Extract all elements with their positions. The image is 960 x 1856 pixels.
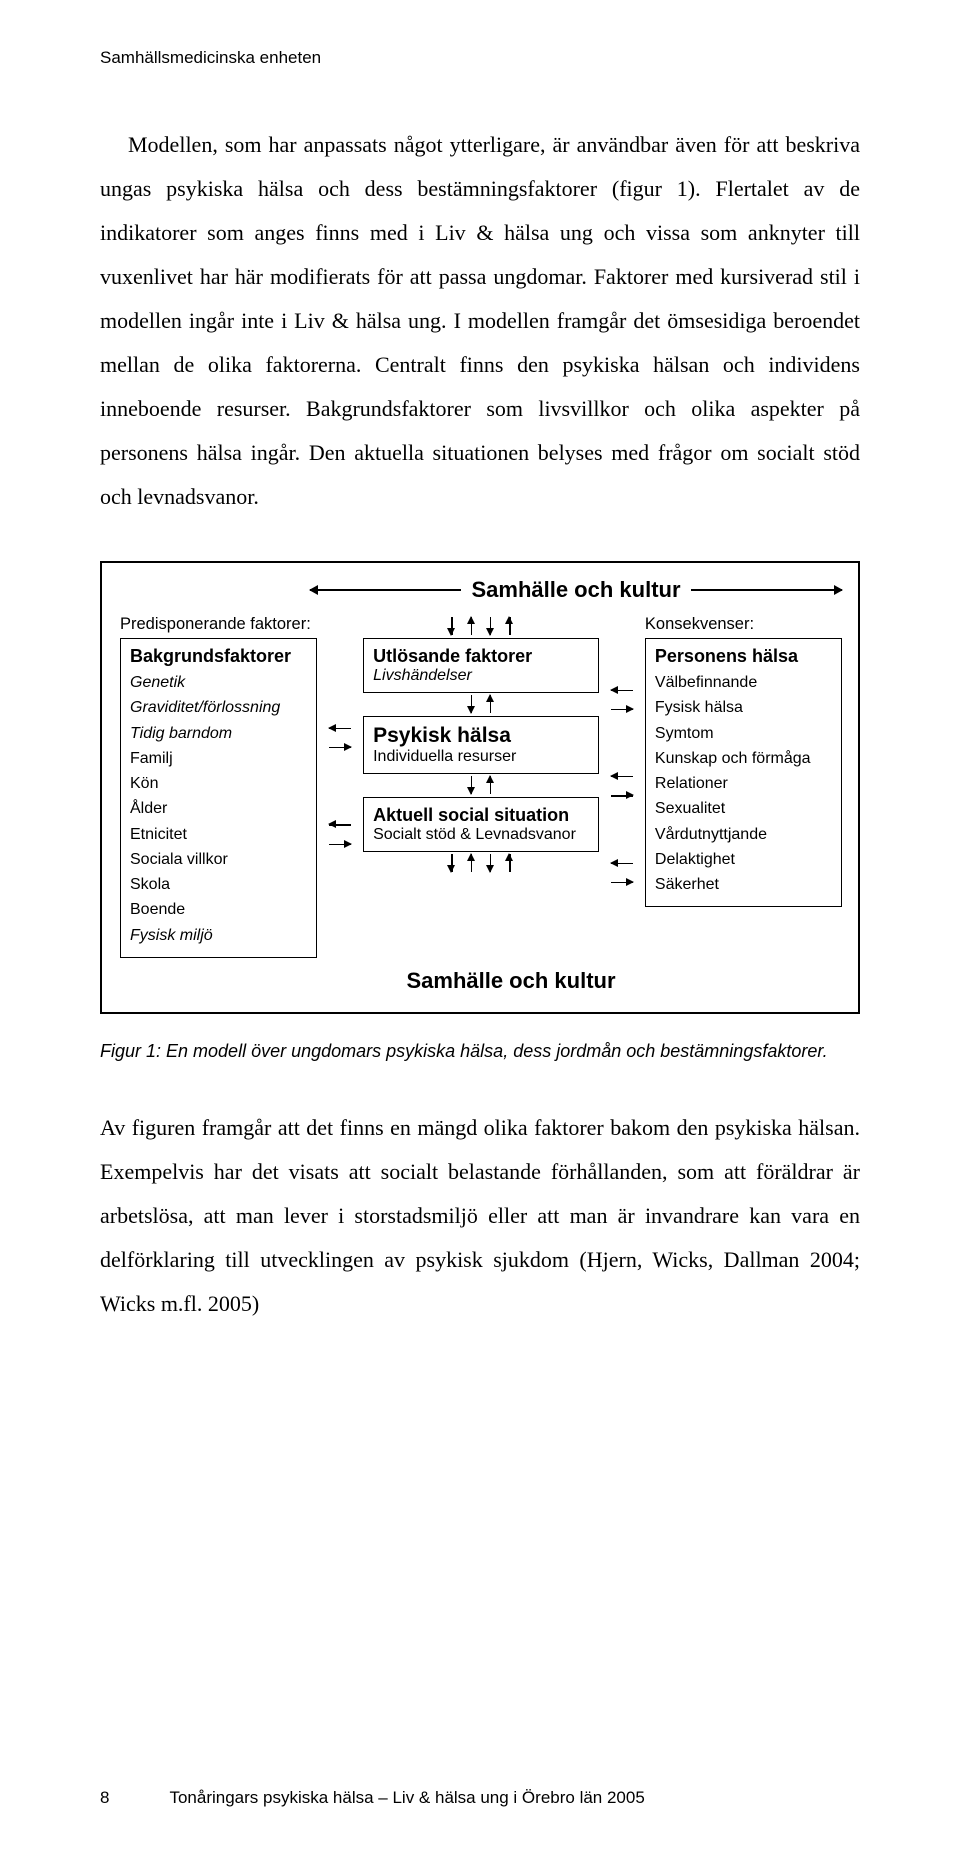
background-factor-item: Kön (130, 771, 307, 796)
model-diagram: Samhälle och kultur Predisponerande fakt… (100, 561, 860, 1014)
arrow-up-icon (509, 854, 510, 872)
arrow-right-icon (329, 844, 351, 845)
running-header: Samhällsmedicinska enheten (100, 48, 860, 68)
arrow-right-icon (611, 795, 633, 796)
background-factor-item: Fysisk miljö (130, 923, 307, 948)
arrow-down-icon (451, 617, 452, 635)
person-health-panel: Personens hälsa VälbefinnandeFysisk häls… (645, 638, 842, 907)
paragraph-2-text: Av figuren framgår att det finns en mäng… (100, 1115, 860, 1316)
arrow-up-icon (490, 695, 491, 713)
arrow-left-icon (329, 728, 351, 729)
arrow-left-icon (611, 776, 633, 777)
background-factor-item: Familj (130, 746, 307, 771)
diagram-columns: Predisponerande faktorer: Bakgrundsfakto… (120, 615, 842, 958)
arrow-down-icon (471, 695, 472, 713)
social-situation-sub: Socialt stöd & Levnadsvanor (373, 826, 589, 844)
social-situation-title: Aktuell social situation (373, 805, 589, 826)
arrows-left-mid (329, 615, 351, 958)
person-health-item: Kunskap och förmåga (655, 746, 832, 771)
predisposing-label: Predisponerande faktorer: (120, 615, 317, 634)
background-factor-item: Boende (130, 897, 307, 922)
arrow-left-icon (329, 824, 351, 825)
arrow-down-icon (451, 854, 452, 872)
arrow-down-icon (490, 617, 491, 635)
arrow-up-icon (490, 776, 491, 794)
background-factor-item: Sociala villkor (130, 847, 307, 872)
triggering-title: Utlösande faktorer (373, 646, 589, 667)
arrows-top (451, 615, 510, 637)
background-factor-item: Genetik (130, 670, 307, 695)
background-factor-item: Skola (130, 872, 307, 897)
person-health-item: Vårdutnyttjande (655, 822, 832, 847)
person-health-item: Delaktighet (655, 847, 832, 872)
arrow-line-right (691, 589, 842, 590)
person-health-item: Fysisk hälsa (655, 695, 832, 720)
arrow-line-left (310, 589, 461, 590)
triggering-factors-panel: Utlösande faktorer Livshändelser (363, 638, 599, 693)
arrows-mid2 (471, 774, 492, 796)
arrow-right-icon (329, 747, 351, 748)
person-health-item: Sexualitet (655, 796, 832, 821)
triggering-sub: Livshändelser (373, 667, 589, 685)
diagram-left-column: Predisponerande faktorer: Bakgrundsfakto… (120, 615, 317, 958)
person-health-item: Säkerhet (655, 872, 832, 897)
person-health-item: Välbefinnande (655, 670, 832, 695)
arrow-down-icon (490, 854, 491, 872)
arrow-left-icon (611, 690, 633, 691)
background-factor-item: Graviditet/förlossning (130, 695, 307, 720)
arrow-left-icon (611, 863, 633, 864)
paragraph-2: Av figuren framgår att det finns en mäng… (100, 1106, 860, 1326)
social-situation-panel: Aktuell social situation Socialt stöd & … (363, 797, 599, 852)
footer-title: Tonåringars psykiska hälsa – Liv & hälsa… (169, 1788, 644, 1808)
arrows-bottom (451, 852, 510, 874)
mental-health-panel: Psykisk hälsa Individuella resurser (363, 716, 599, 774)
consequences-label: Konsekvenser: (645, 615, 842, 634)
background-factor-item: Tidig barndom (130, 721, 307, 746)
arrow-up-icon (509, 617, 510, 635)
page-number: 8 (100, 1788, 109, 1808)
arrow-up-icon (471, 617, 472, 635)
diagram-title-top-row: Samhälle och kultur (120, 577, 842, 603)
arrow-right-icon (611, 709, 633, 710)
diagram-title-bottom: Samhälle och kultur (120, 968, 842, 994)
paragraph-1: Modellen, som har anpassats något ytterl… (100, 123, 860, 519)
figure-caption: Figur 1: En modell över ungdomars psykis… (100, 1038, 860, 1064)
mental-health-sub: Individuella resurser (373, 748, 589, 766)
person-health-item: Symtom (655, 721, 832, 746)
background-factor-item: Etnicitet (130, 822, 307, 847)
background-factors-title: Bakgrundsfaktorer (130, 646, 307, 667)
arrow-down-icon (471, 776, 472, 794)
person-health-item: Relationer (655, 771, 832, 796)
mental-health-title: Psykisk hälsa (373, 724, 589, 748)
background-factors-panel: Bakgrundsfaktorer GenetikGraviditet/förl… (120, 638, 317, 958)
diagram-right-column: Konsekvenser: Personens hälsa Välbefinna… (645, 615, 842, 907)
arrow-up-icon (471, 854, 472, 872)
page-footer: 8 Tonåringars psykiska hälsa – Liv & häl… (100, 1788, 860, 1808)
background-factor-item: Ålder (130, 796, 307, 821)
arrows-mid-right (611, 615, 633, 958)
person-health-title: Personens hälsa (655, 646, 832, 667)
arrow-right-icon (611, 882, 633, 883)
paragraph-1-text: Modellen, som har anpassats något ytterl… (100, 132, 860, 509)
arrows-mid1 (471, 693, 492, 715)
diagram-title-top: Samhälle och kultur (461, 577, 690, 603)
diagram-middle-column: Utlösande faktorer Livshändelser Psykisk… (363, 615, 599, 874)
